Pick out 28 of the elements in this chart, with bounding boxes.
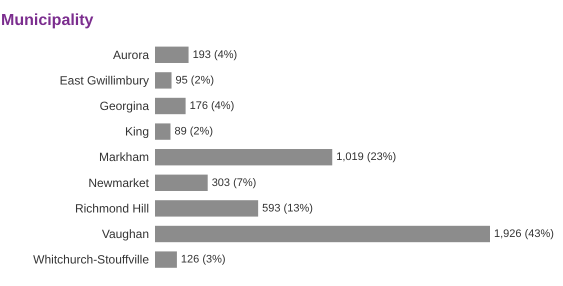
- data-label: 95 (2%): [176, 74, 214, 86]
- y-tick-label: Aurora: [112, 48, 150, 62]
- bar: [155, 98, 186, 114]
- data-label: 193 (4%): [192, 48, 238, 61]
- bar: [155, 149, 332, 166]
- y-tick-label: Vaughan: [102, 227, 149, 241]
- bar: [155, 123, 170, 140]
- data-label: 1,926 (43%): [494, 228, 554, 240]
- y-tick-label: Newmarket: [88, 176, 150, 190]
- y-tick-label: King: [124, 124, 149, 139]
- y-tick-label: Georgina: [100, 99, 150, 113]
- data-label: 126 (3%): [180, 254, 226, 266]
- y-tick-label: Whitchurch-Stouffville: [33, 252, 150, 267]
- data-label: 176 (4%): [190, 100, 234, 112]
- bar: [155, 251, 177, 268]
- bar: [155, 46, 189, 63]
- bar: [155, 200, 258, 217]
- bar: [155, 72, 172, 89]
- chart-title: Municipality: [1, 12, 94, 29]
- y-tick-label: Markham: [98, 150, 149, 164]
- bar: [155, 226, 490, 242]
- y-tick-label: East Gwillimbury: [60, 73, 149, 88]
- data-label: 89 (2%): [174, 126, 214, 138]
- bar: [155, 174, 208, 191]
- data-label: 303 (7%): [212, 176, 256, 189]
- data-label: 593 (13%): [262, 202, 313, 214]
- y-tick-label: Richmond Hill: [74, 201, 149, 216]
- data-label: 1,019 (23%): [336, 151, 396, 164]
